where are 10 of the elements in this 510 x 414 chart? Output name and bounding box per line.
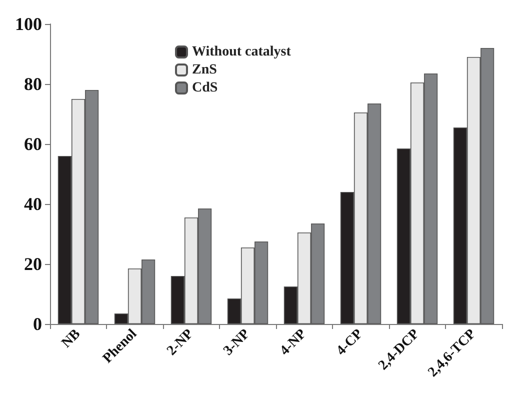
legend-label: ZnS [192,62,218,78]
y-tick-label: 20 [24,254,42,274]
legend-label: CdS [192,80,218,96]
legend-label: Without catalyst [192,44,292,60]
y-tick-label: 40 [24,194,42,214]
x-tick-label: NB [59,326,84,352]
y-tick-label: 100 [15,14,42,34]
y-tick-label: 60 [24,134,42,154]
y-tick-label: 80 [24,74,42,94]
y-tick-label: 0 [33,314,42,334]
